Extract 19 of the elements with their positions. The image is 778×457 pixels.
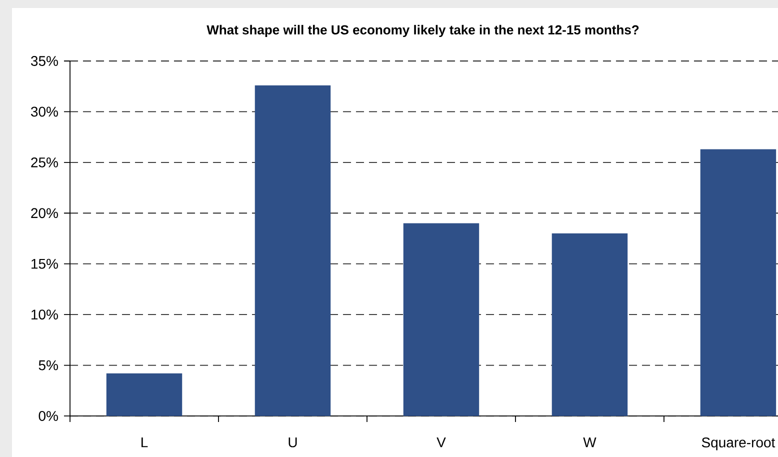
y-tick-label: 10%: [32, 310, 58, 320]
x-tick-label: Square-root: [702, 438, 776, 450]
x-tick-label: V: [436, 438, 446, 448]
y-tick-label: 20%: [31, 208, 58, 218]
y-tick-label: 15%: [32, 258, 58, 269]
chart-title: What shape will the US economy likely take in the next 12-15 months?: [206, 24, 639, 38]
y-tick-label: 25%: [31, 157, 58, 168]
bar: [254, 85, 331, 416]
bar: [552, 233, 628, 416]
y-tick-label: 5%: [38, 360, 58, 370]
x-tick-label: U: [288, 438, 297, 448]
y-tick-label: 0%: [38, 411, 58, 421]
bar: [700, 149, 776, 416]
y-tick-label: 35%: [30, 56, 58, 66]
bar: [403, 223, 480, 416]
x-tick-label: L: [142, 438, 148, 448]
x-tick-label: W: [583, 438, 596, 448]
y-tick-label: 30%: [30, 106, 58, 117]
bar: [106, 373, 182, 416]
